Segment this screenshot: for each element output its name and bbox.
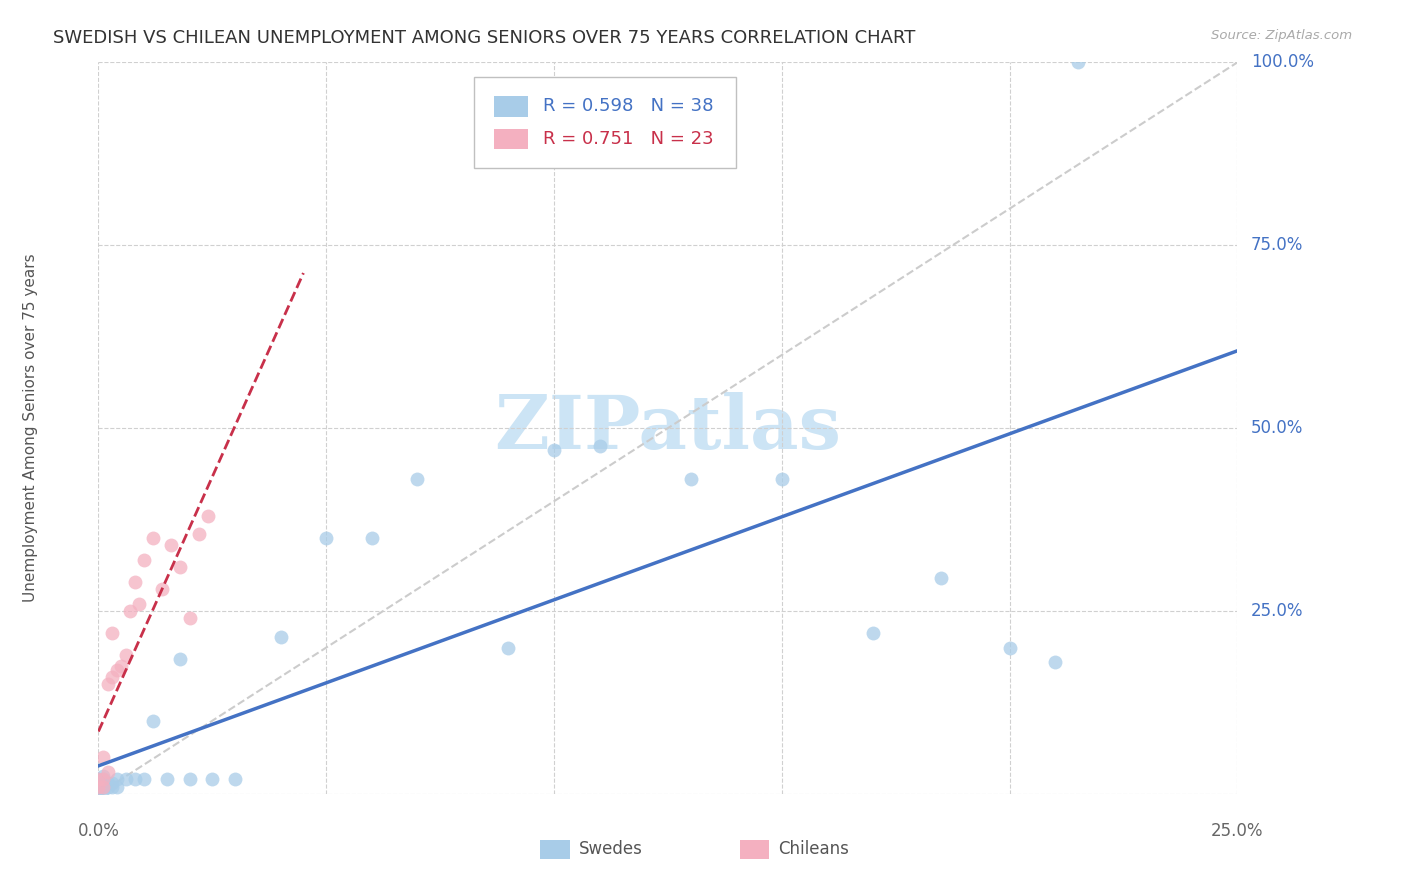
Point	[998, 640, 1021, 655]
Point	[169, 560, 191, 574]
Point	[862, 626, 884, 640]
Point	[87, 776, 110, 790]
Point	[150, 582, 173, 596]
Text: Source: ZipAtlas.com: Source: ZipAtlas.com	[1212, 29, 1353, 42]
Point	[588, 440, 610, 453]
Point	[87, 780, 110, 794]
Text: 25.0%: 25.0%	[1211, 822, 1264, 839]
Text: 50.0%: 50.0%	[1251, 419, 1303, 437]
Text: 0.0%: 0.0%	[77, 822, 120, 839]
Text: SWEDISH VS CHILEAN UNEMPLOYMENT AMONG SENIORS OVER 75 YEARS CORRELATION CHART: SWEDISH VS CHILEAN UNEMPLOYMENT AMONG SE…	[53, 29, 915, 46]
Point	[105, 772, 128, 787]
Point	[91, 776, 114, 790]
Point	[91, 780, 114, 794]
Point	[87, 780, 110, 794]
Text: R = 0.598   N = 38: R = 0.598 N = 38	[543, 97, 713, 115]
Point	[105, 780, 128, 794]
Point	[91, 780, 114, 794]
Point	[110, 658, 132, 673]
Point	[142, 531, 165, 545]
Point	[114, 648, 136, 662]
Point	[201, 772, 224, 787]
Point	[132, 772, 155, 787]
Point	[101, 776, 124, 790]
Text: 25.0%: 25.0%	[1251, 602, 1303, 620]
FancyBboxPatch shape	[474, 77, 737, 169]
Point	[197, 508, 219, 523]
Point	[132, 553, 155, 567]
Point	[156, 772, 179, 787]
Point	[91, 769, 114, 783]
Point	[360, 531, 382, 545]
Point	[96, 776, 118, 790]
Point	[187, 527, 209, 541]
Point	[128, 597, 150, 611]
Point	[101, 780, 124, 794]
Point	[101, 670, 124, 684]
Point	[87, 772, 110, 787]
Point	[679, 472, 702, 486]
Text: 100.0%: 100.0%	[1251, 54, 1315, 71]
Point	[114, 772, 136, 787]
Point	[270, 630, 292, 644]
Point	[1067, 55, 1090, 70]
Point	[1043, 655, 1066, 669]
Point	[96, 764, 118, 779]
Point	[169, 651, 191, 665]
Bar	[494, 129, 527, 150]
Point	[91, 783, 114, 797]
Bar	[540, 840, 569, 859]
Point	[315, 531, 337, 545]
Point	[105, 663, 128, 677]
Point	[160, 538, 183, 552]
Point	[91, 772, 114, 787]
Point	[101, 626, 124, 640]
Point	[96, 677, 118, 691]
Point	[770, 472, 793, 486]
Point	[87, 772, 110, 787]
Point	[96, 780, 118, 794]
Point	[498, 640, 520, 655]
Point	[124, 574, 146, 589]
Point	[543, 443, 565, 458]
Point	[87, 783, 110, 797]
Text: Unemployment Among Seniors over 75 years: Unemployment Among Seniors over 75 years	[22, 254, 38, 602]
Point	[91, 750, 114, 764]
Text: Chileans: Chileans	[779, 839, 849, 858]
Text: ZIPatlas: ZIPatlas	[495, 392, 841, 465]
Bar	[494, 96, 527, 117]
Point	[142, 714, 165, 728]
Point	[179, 611, 201, 625]
Bar	[740, 840, 769, 859]
Point	[406, 472, 429, 486]
Point	[224, 772, 246, 787]
Point	[120, 604, 142, 618]
Point	[91, 772, 114, 787]
Text: R = 0.751   N = 23: R = 0.751 N = 23	[543, 130, 713, 148]
Text: 75.0%: 75.0%	[1251, 236, 1303, 254]
Point	[179, 772, 201, 787]
Point	[929, 571, 952, 585]
Point	[124, 772, 146, 787]
Text: Swedes: Swedes	[579, 839, 643, 858]
